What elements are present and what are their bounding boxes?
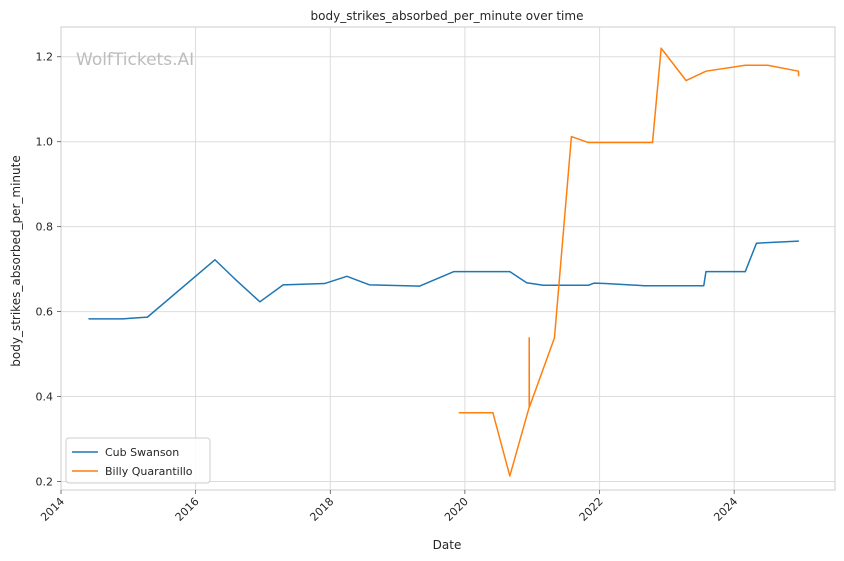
data-point-billy-quarantillo — [660, 47, 662, 49]
data-point-cub-swanson — [121, 318, 124, 320]
data-point-cub-swanson — [146, 316, 149, 318]
data-point-cub-swanson — [755, 242, 758, 244]
data-point-billy-quarantillo — [528, 406, 530, 408]
data-point-billy-quarantillo — [553, 337, 556, 339]
data-point-billy-quarantillo — [797, 70, 800, 72]
data-point-cub-swanson — [587, 284, 589, 286]
data-point-cub-swanson — [368, 284, 370, 286]
chart-title: body_strikes_absorbed_per_minute over ti… — [311, 9, 584, 23]
x-tick-label: 2022 — [577, 495, 606, 524]
data-point-billy-quarantillo — [528, 337, 530, 339]
series-line-cub-swanson — [88, 240, 799, 320]
data-point-billy-quarantillo — [492, 412, 494, 414]
data-point-billy-quarantillo — [458, 412, 460, 414]
data-point-cub-swanson — [323, 282, 326, 285]
x-axis-ticks: 2014 2016 2018 2020 2022 2024 — [38, 490, 740, 524]
legend-label-cub-swanson: Cub Swanson — [105, 446, 179, 459]
plot-area — [61, 27, 835, 490]
data-point-billy-quarantillo — [570, 135, 573, 138]
legend: Cub Swanson Billy Quarantillo — [65, 437, 211, 484]
x-tick-label: 2020 — [442, 495, 471, 524]
data-point-cub-swanson — [705, 271, 707, 273]
y-tick-label: 0.2 — [36, 476, 54, 489]
data-point-cub-swanson — [744, 271, 746, 273]
data-point-cub-swanson — [643, 285, 646, 287]
data-point-cub-swanson — [282, 284, 284, 286]
data-point-cub-swanson — [526, 282, 528, 284]
x-tick-label: 2016 — [173, 495, 202, 524]
y-axis-ticks: 0.2 0.4 0.6 0.8 1.0 1.2 — [36, 51, 61, 489]
data-point-billy-quarantillo — [685, 79, 687, 82]
legend-box — [65, 437, 211, 484]
x-tick-label: 2014 — [38, 495, 67, 524]
watermark-text: WolfTickets.AI — [76, 50, 194, 70]
series-layer — [88, 47, 800, 477]
data-point-cub-swanson — [453, 271, 455, 273]
data-point-billy-quarantillo — [705, 70, 707, 72]
x-tick-label: 2024 — [711, 495, 740, 524]
data-point-cub-swanson — [542, 284, 544, 286]
data-point-cub-swanson — [604, 282, 606, 285]
data-point-billy-quarantillo — [587, 141, 589, 144]
data-point-cub-swanson — [593, 282, 595, 284]
y-tick-label: 0.4 — [36, 391, 54, 404]
data-point-billy-quarantillo — [767, 64, 769, 66]
data-point-billy-quarantillo — [651, 141, 654, 144]
data-point-cub-swanson — [88, 318, 90, 320]
y-tick-label: 0.8 — [36, 221, 54, 234]
data-point-billy-quarantillo — [744, 64, 746, 66]
legend-label-billy-quarantillo: Billy Quarantillo — [105, 465, 193, 478]
data-point-cub-swanson — [259, 301, 261, 303]
y-tick-label: 1.2 — [36, 51, 54, 64]
data-point-cub-swanson — [214, 259, 216, 261]
y-tick-label: 1.0 — [36, 136, 54, 149]
data-point-cub-swanson — [703, 285, 705, 287]
data-point-billy-quarantillo — [509, 475, 511, 477]
data-point-cub-swanson — [346, 275, 348, 277]
x-axis-label: Date — [433, 538, 462, 552]
data-point-cub-swanson — [797, 240, 800, 242]
y-axis-label: body_strikes_absorbed_per_minute — [9, 155, 23, 366]
data-point-cub-swanson — [234, 278, 236, 280]
data-point-cub-swanson — [419, 285, 421, 287]
plot-frame — [60, 26, 836, 491]
data-point-billy-quarantillo — [798, 75, 800, 77]
x-tick-label: 2018 — [307, 495, 336, 524]
data-point-cub-swanson — [509, 271, 511, 273]
y-tick-label: 0.6 — [36, 306, 54, 319]
